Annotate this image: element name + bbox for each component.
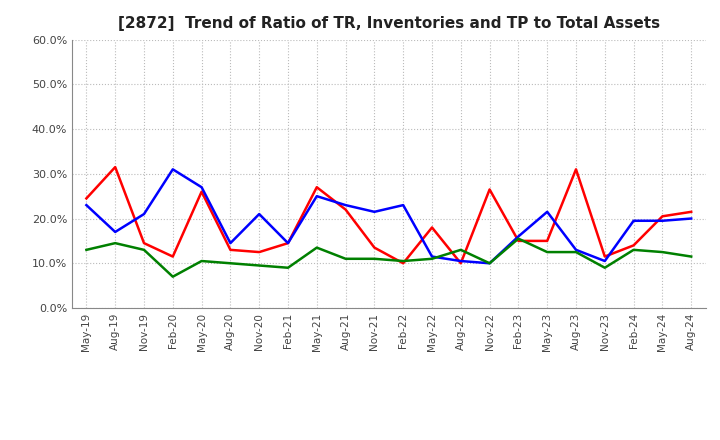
Trade Receivables (428, 225, 436, 230)
Trade Payables (312, 245, 321, 250)
Trade Receivables (140, 241, 148, 246)
Trade Payables (428, 256, 436, 261)
Trade Payables (140, 247, 148, 253)
Trade Receivables (514, 238, 523, 244)
Trade Payables (572, 249, 580, 255)
Inventories (284, 241, 292, 246)
Trade Receivables (370, 245, 379, 250)
Trade Payables (284, 265, 292, 270)
Inventories (600, 258, 609, 264)
Trade Receivables (312, 185, 321, 190)
Trade Receivables (485, 187, 494, 192)
Line: Trade Payables: Trade Payables (86, 238, 691, 277)
Trade Receivables (341, 207, 350, 212)
Inventories (399, 202, 408, 208)
Trade Payables (399, 258, 408, 264)
Inventories (111, 229, 120, 235)
Trade Payables (485, 260, 494, 266)
Trade Payables (168, 274, 177, 279)
Trade Receivables (687, 209, 696, 214)
Trade Receivables (197, 189, 206, 194)
Inventories (312, 194, 321, 199)
Line: Inventories: Inventories (86, 169, 691, 263)
Trade Receivables (255, 249, 264, 255)
Inventories (485, 260, 494, 266)
Trade Payables (197, 258, 206, 264)
Trade Receivables (572, 167, 580, 172)
Trade Receivables (658, 214, 667, 219)
Trade Receivables (543, 238, 552, 244)
Trade Receivables (111, 165, 120, 170)
Trade Receivables (600, 254, 609, 259)
Inventories (226, 241, 235, 246)
Trade Payables (543, 249, 552, 255)
Trade Receivables (456, 260, 465, 266)
Trade Payables (658, 249, 667, 255)
Trade Payables (600, 265, 609, 270)
Inventories (168, 167, 177, 172)
Trade Payables (370, 256, 379, 261)
Trade Receivables (168, 254, 177, 259)
Inventories (687, 216, 696, 221)
Inventories (140, 211, 148, 216)
Inventories (341, 202, 350, 208)
Inventories (514, 234, 523, 239)
Trade Payables (341, 256, 350, 261)
Inventories (629, 218, 638, 224)
Trade Payables (255, 263, 264, 268)
Inventories (255, 211, 264, 216)
Trade Receivables (629, 243, 638, 248)
Trade Payables (456, 247, 465, 253)
Trade Payables (226, 260, 235, 266)
Line: Trade Receivables: Trade Receivables (86, 167, 691, 263)
Trade Payables (629, 247, 638, 253)
Trade Receivables (226, 247, 235, 253)
Inventories (572, 247, 580, 253)
Title: [2872]  Trend of Ratio of TR, Inventories and TP to Total Assets: [2872] Trend of Ratio of TR, Inventories… (118, 16, 660, 32)
Trade Receivables (284, 241, 292, 246)
Trade Receivables (82, 196, 91, 201)
Trade Payables (514, 236, 523, 241)
Inventories (543, 209, 552, 214)
Inventories (456, 258, 465, 264)
Inventories (82, 202, 91, 208)
Trade Payables (82, 247, 91, 253)
Inventories (370, 209, 379, 214)
Trade Payables (687, 254, 696, 259)
Trade Payables (111, 241, 120, 246)
Inventories (658, 218, 667, 224)
Trade Receivables (399, 260, 408, 266)
Inventories (197, 185, 206, 190)
Inventories (428, 254, 436, 259)
